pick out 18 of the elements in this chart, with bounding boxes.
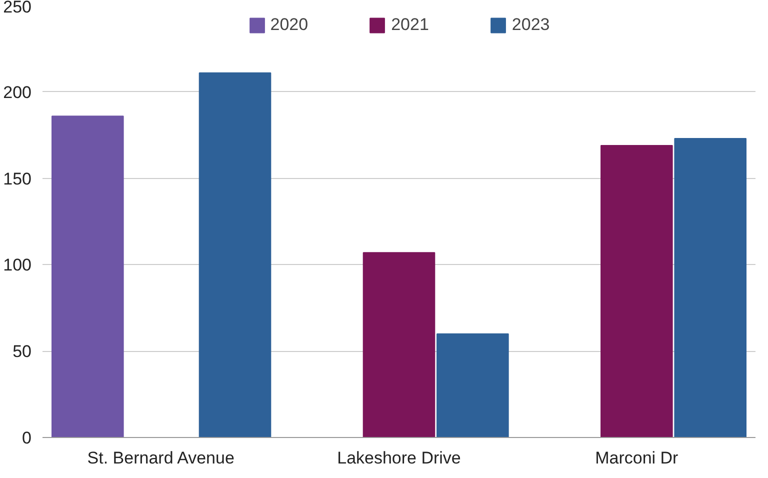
bar [198, 72, 272, 438]
bar [362, 252, 436, 438]
y-tick-label: 150 [3, 169, 32, 188]
x-tick-label: St. Bernard Avenue [87, 448, 234, 468]
bar [52, 116, 124, 438]
bar [674, 138, 746, 438]
bar [436, 333, 509, 438]
bar [600, 144, 673, 438]
legend-label: 2021 [391, 15, 429, 35]
legend-label: 2020 [270, 15, 308, 35]
y-tick-label: 0 [22, 428, 32, 448]
y-tick-label: 250 [3, 0, 32, 16]
y-tick-label: 100 [3, 256, 32, 275]
y-tick-label: 50 [12, 342, 32, 362]
x-tick-label: Marconi Dr [595, 448, 679, 468]
x-tick-label: Lakeshore Drive [337, 448, 461, 468]
y-tick-label: 200 [3, 82, 32, 102]
legend-label: 2023 [512, 15, 550, 35]
